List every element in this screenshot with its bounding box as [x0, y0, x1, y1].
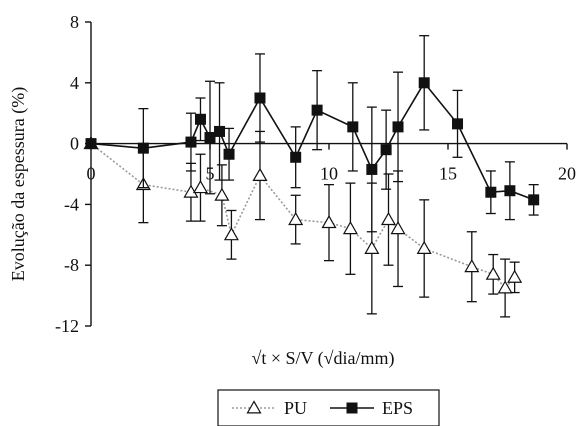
series-eps [85, 35, 540, 233]
data-point-eps [392, 121, 404, 133]
x-tick-label: 0 [87, 164, 96, 184]
data-point-pu [485, 266, 501, 280]
y-tick-label: -4 [64, 194, 79, 214]
x-tick-label: 20 [558, 164, 576, 184]
axes-layer: 840-4-8-1205101520 [55, 12, 576, 336]
data-point-pu [321, 214, 337, 229]
data-point-eps [452, 118, 464, 130]
data-point-eps [366, 163, 378, 175]
y-tick-label: 0 [70, 134, 79, 154]
data-point-pu [464, 259, 480, 273]
data-point-eps [254, 92, 266, 104]
x-axis-title: √t × S/V (√dia/mm) [251, 348, 394, 369]
data-point-eps [347, 121, 359, 133]
series-line-eps [90, 81, 534, 201]
data-point-pu [390, 221, 406, 235]
legend: PU EPS [217, 389, 440, 426]
data-point-eps [204, 132, 216, 144]
y-tick-label: -8 [64, 255, 79, 275]
data-point-pu [364, 240, 380, 254]
data-point-eps [85, 138, 97, 150]
data-point-eps [485, 186, 497, 198]
data-point-eps [418, 77, 430, 89]
data-point-pu [252, 167, 268, 181]
data-point-eps [311, 104, 323, 116]
y-tick-label: 4 [70, 73, 79, 93]
data-point-eps [290, 151, 302, 163]
data-point-pu [342, 221, 358, 235]
y-axis-title: Evolução da espessura (%) [8, 87, 29, 281]
legend-marker-eps [346, 402, 358, 414]
y-tick-label: -12 [55, 316, 79, 336]
data-point-eps [185, 136, 197, 148]
data-point-pu [214, 187, 230, 201]
data-point-eps [380, 144, 392, 156]
legend-label-pu: PU [284, 398, 307, 418]
series-pu [83, 130, 523, 318]
data-point-pu [497, 280, 513, 294]
data-point-eps [504, 185, 516, 197]
data-point-eps [137, 142, 149, 154]
data-point-pu [507, 269, 523, 283]
data-point-pu [192, 179, 209, 194]
data-point-eps [528, 194, 540, 206]
data-point-pu [223, 227, 239, 241]
data-point-pu [416, 240, 432, 254]
legend-label-eps: EPS [382, 398, 413, 418]
data-point-eps [194, 113, 206, 125]
series-layer [83, 35, 540, 318]
x-tick-label: 10 [320, 164, 338, 184]
y-tick-label: 8 [70, 12, 79, 32]
x-tick-label: 15 [439, 164, 457, 184]
legend-marker-pu [246, 400, 262, 414]
data-point-pu [288, 211, 304, 226]
data-point-pu [380, 211, 397, 226]
data-point-eps [223, 148, 235, 160]
data-point-eps [214, 125, 226, 137]
